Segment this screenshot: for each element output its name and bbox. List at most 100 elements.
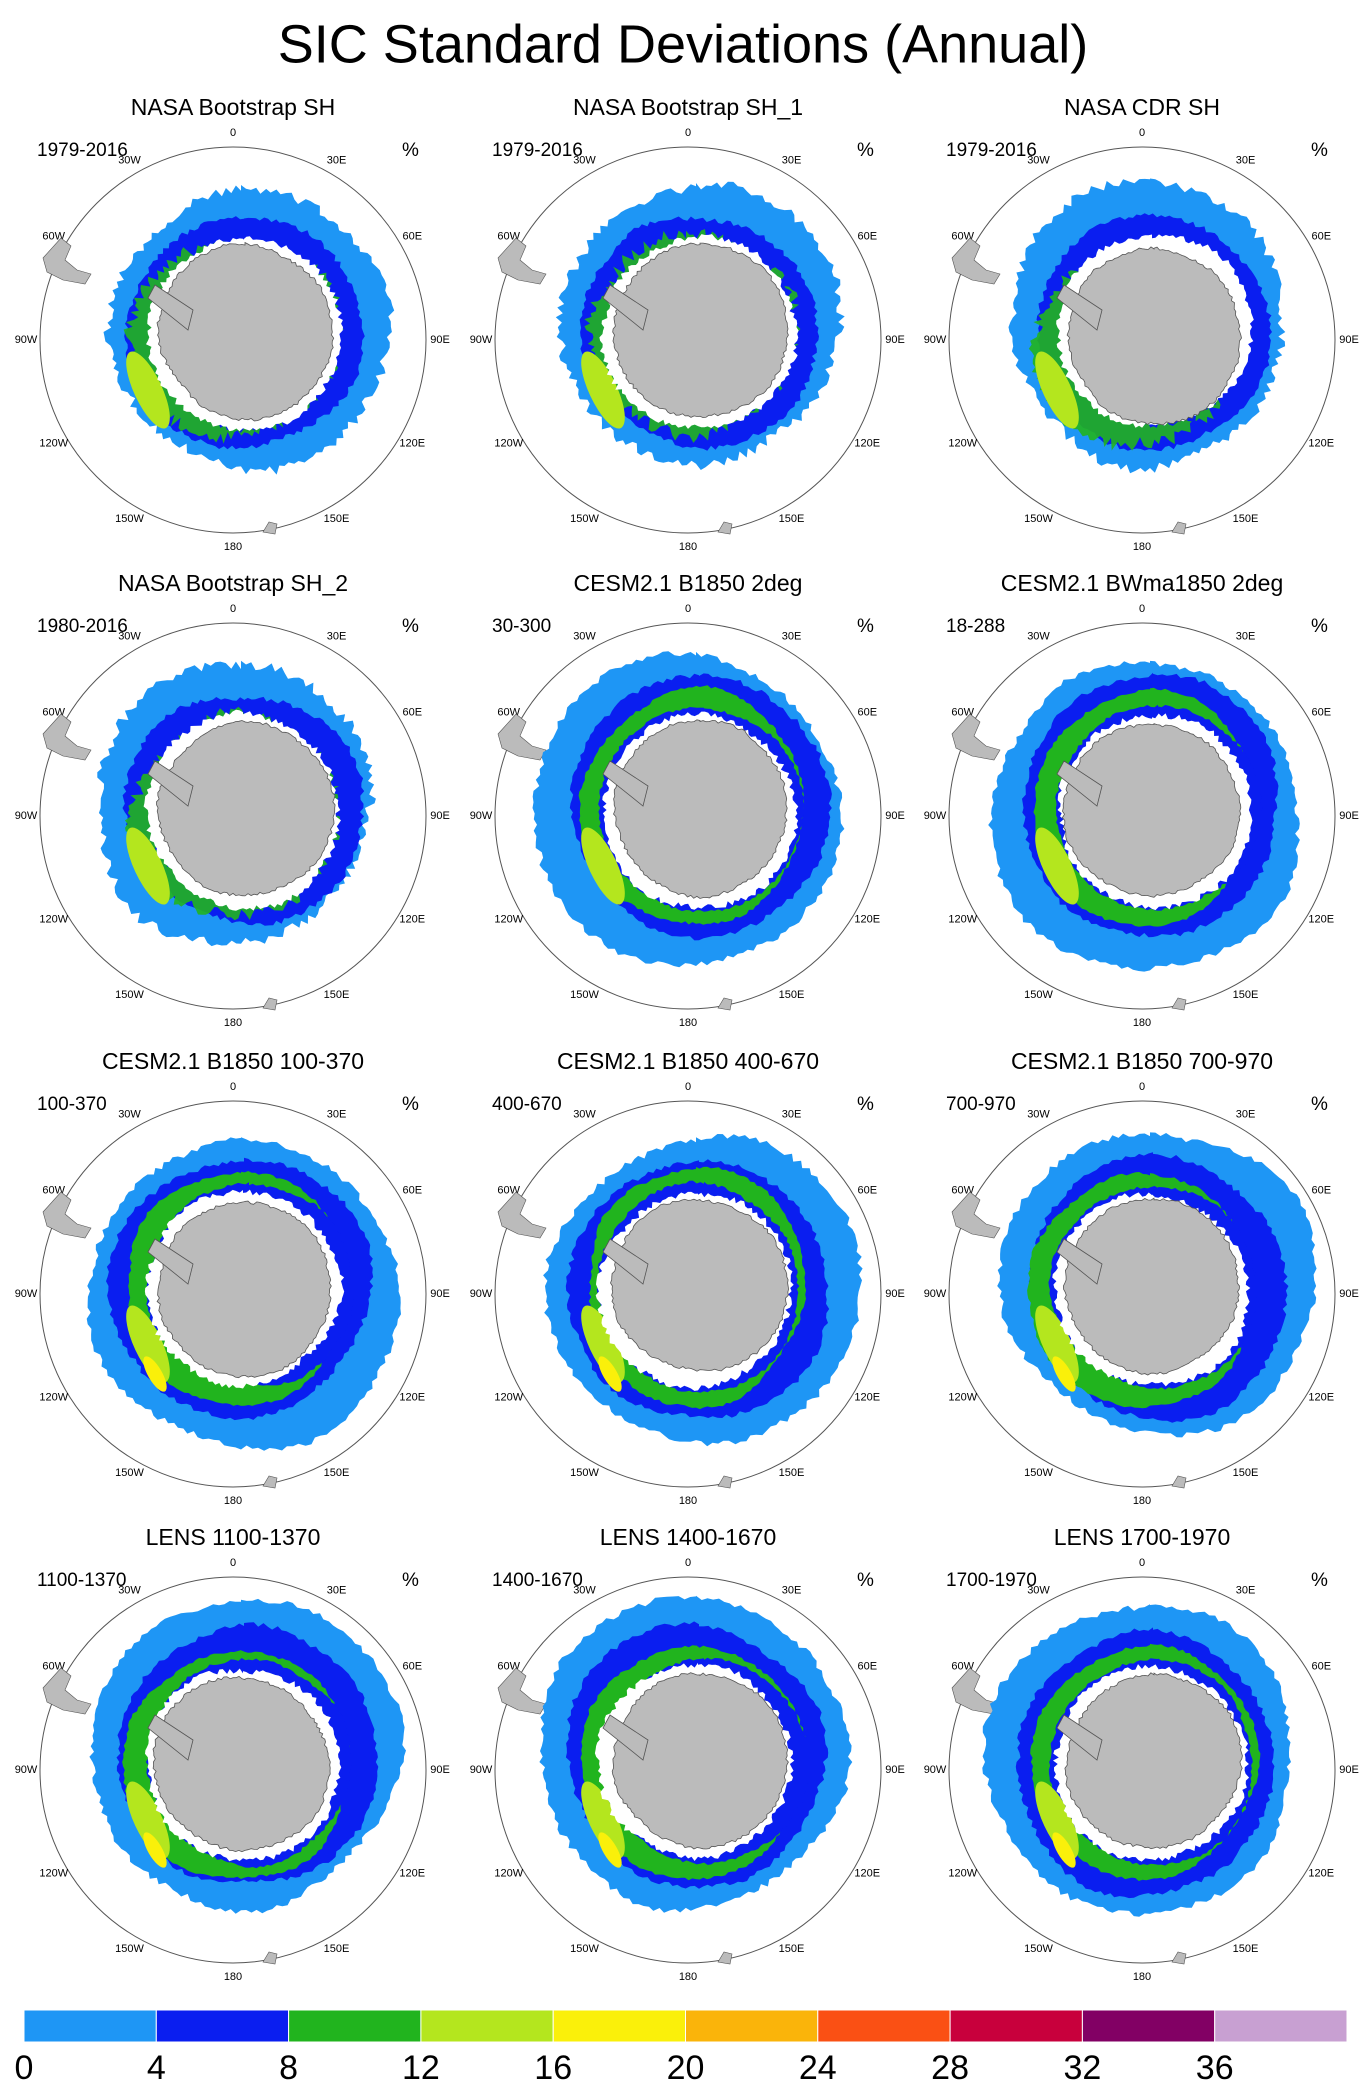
panel-title: CESM2.1 B1850 100-370 bbox=[102, 1048, 364, 1074]
panel-units: % bbox=[1311, 616, 1328, 637]
antarctica bbox=[612, 242, 789, 419]
colorbar-box bbox=[817, 2009, 951, 2043]
lon-label: 90E bbox=[885, 1764, 905, 1776]
land bbox=[42, 1191, 92, 1239]
lon-label: 30W bbox=[1027, 1585, 1050, 1597]
lon-label: 0 bbox=[230, 1081, 236, 1093]
panel-units: % bbox=[1311, 140, 1328, 161]
lon-label: 90W bbox=[470, 1764, 493, 1776]
peninsula bbox=[602, 1714, 649, 1761]
lon-label: 30W bbox=[573, 155, 596, 167]
panel-title: CESM2.1 B1850 700-970 bbox=[1011, 1048, 1273, 1074]
land bbox=[951, 1191, 1001, 1239]
lon-label: 0 bbox=[1139, 127, 1145, 139]
map-panel: CESM2.1 B1850 400-670 400-670 % 0 30E 60E 90E 1… bbox=[470, 1048, 905, 1507]
panel-units: % bbox=[402, 616, 419, 637]
lon-label: 90W bbox=[924, 1764, 947, 1776]
lon-label: 0 bbox=[230, 1557, 236, 1569]
antarctica bbox=[610, 1198, 790, 1372]
lon-label: 30W bbox=[1027, 631, 1050, 643]
lon-label: 60E bbox=[402, 230, 422, 242]
lon-label: 0 bbox=[1139, 1081, 1145, 1093]
colorbar-box bbox=[949, 2009, 1083, 2043]
lon-label: 30W bbox=[573, 1585, 596, 1597]
map-panel: NASA Bootstrap SH_2 1980-2016 % 0 30E 60E 90E 1… bbox=[15, 570, 450, 1029]
map-panel: CESM2.1 B1850 2deg 30-300 % 0 30E 60E 90E 120E 1… bbox=[470, 570, 905, 1029]
lon-label: 30W bbox=[573, 1109, 596, 1121]
lon-label: 150W bbox=[1024, 1943, 1053, 1955]
colorbar-box bbox=[420, 2009, 554, 2043]
lon-label: 90E bbox=[885, 334, 905, 346]
lon-label: 60E bbox=[1311, 1660, 1331, 1672]
colorbar-label: 20 bbox=[667, 2049, 705, 2082]
antarctica bbox=[1066, 246, 1242, 425]
land bbox=[42, 237, 92, 285]
antarctica bbox=[613, 719, 788, 899]
land bbox=[717, 997, 733, 1011]
panel-units: % bbox=[402, 1094, 419, 1115]
panel-units: % bbox=[1311, 1094, 1328, 1115]
lon-label: 60E bbox=[402, 1660, 422, 1672]
map-panel: LENS 1100-1370 1100-1370 % 0 30E 60E 90E 120E 15… bbox=[15, 1524, 450, 1983]
lon-label: 0 bbox=[230, 603, 236, 615]
lon-label: 150W bbox=[115, 989, 144, 1001]
lon-label: 30W bbox=[118, 155, 141, 167]
peninsula bbox=[602, 760, 649, 807]
colorbar-label: 12 bbox=[402, 2049, 440, 2082]
lon-label: 150W bbox=[115, 1943, 144, 1955]
colorbar-label: 8 bbox=[279, 2049, 298, 2082]
lon-label: 180 bbox=[1133, 1971, 1151, 1983]
colorbar-label: 32 bbox=[1063, 2049, 1101, 2082]
figure-title: SIC Standard Deviations (Annual) bbox=[278, 14, 1088, 74]
colorbar-box bbox=[155, 2009, 290, 2043]
lon-label: 30W bbox=[118, 1109, 141, 1121]
lon-label: 120E bbox=[399, 1391, 425, 1403]
map-panel: NASA CDR SH 1979-2016 % 0 30E 60E 90E 120E 150E 1… bbox=[924, 94, 1359, 553]
colorbar-box bbox=[552, 2009, 687, 2043]
lon-label: 150W bbox=[570, 989, 599, 1001]
colorbar-label: 28 bbox=[931, 2049, 969, 2082]
lon-label: 90W bbox=[470, 810, 493, 822]
panel-units: % bbox=[857, 1094, 874, 1115]
panel-period: 1979-2016 bbox=[492, 140, 583, 161]
lon-label: 90E bbox=[430, 1288, 450, 1300]
map-panel: CESM2.1 B1850 700-970 700-970 % 0 30E 60E 90E 1… bbox=[924, 1048, 1359, 1507]
lon-label: 120W bbox=[39, 913, 68, 925]
lon-label: 90E bbox=[1339, 810, 1359, 822]
peninsula bbox=[1056, 1238, 1103, 1285]
antarctica bbox=[611, 1672, 789, 1850]
lon-label: 90W bbox=[15, 1764, 38, 1776]
lon-label: 90W bbox=[15, 810, 38, 822]
colorbar-label: 4 bbox=[147, 2049, 166, 2082]
lon-label: 150W bbox=[570, 1943, 599, 1955]
panel-units: % bbox=[1311, 1570, 1328, 1591]
lon-label: 150W bbox=[115, 1467, 144, 1479]
ice-std bbox=[581, 1305, 625, 1383]
map-panel: CESM2.1 B1850 100-370 100-370 % 0 30E 60E 90E 1… bbox=[15, 1048, 450, 1507]
land bbox=[497, 1191, 547, 1239]
lon-label: 0 bbox=[685, 127, 691, 139]
lon-label: 60E bbox=[1311, 230, 1331, 242]
land bbox=[1171, 521, 1187, 535]
lon-label: 30W bbox=[118, 631, 141, 643]
ice-std bbox=[126, 827, 170, 905]
lon-label: 90W bbox=[470, 334, 493, 346]
antarctica bbox=[156, 241, 335, 422]
ice-std bbox=[1035, 1305, 1079, 1383]
lon-label: 150E bbox=[324, 1943, 350, 1955]
panel-title: LENS 1100-1370 bbox=[146, 1524, 321, 1550]
lon-label: 90E bbox=[1339, 1288, 1359, 1300]
panel-period: 1400-1670 bbox=[492, 1570, 583, 1591]
peninsula bbox=[1056, 760, 1103, 807]
lon-label: 180 bbox=[1133, 541, 1151, 553]
panel-units: % bbox=[857, 140, 874, 161]
lon-label: 30E bbox=[327, 155, 347, 167]
colorbar-label: 0 bbox=[15, 2049, 34, 2082]
lon-label: 180 bbox=[679, 1495, 697, 1507]
antarctica bbox=[1064, 1672, 1243, 1850]
panel-period: 1980-2016 bbox=[37, 616, 128, 637]
lon-label: 30E bbox=[1236, 1109, 1256, 1121]
peninsula bbox=[602, 1238, 649, 1285]
lon-label: 150W bbox=[1024, 989, 1053, 1001]
